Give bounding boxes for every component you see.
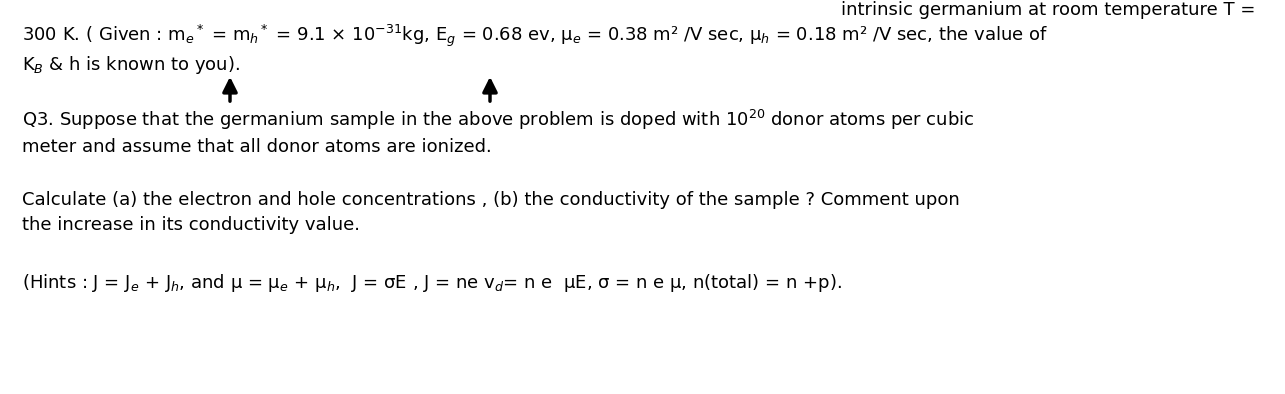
Text: Q3. Suppose that the germanium sample in the above problem is doped with 10$^{20: Q3. Suppose that the germanium sample in… [22, 108, 974, 132]
Text: K$_B$ & h is known to you).: K$_B$ & h is known to you). [22, 54, 240, 76]
Text: the increase in its conductivity value.: the increase in its conductivity value. [22, 216, 360, 234]
Text: meter and assume that all donor atoms are ionized.: meter and assume that all donor atoms ar… [22, 138, 492, 156]
Text: intrinsic germanium at room temperature T =: intrinsic germanium at room temperature … [840, 1, 1255, 19]
Text: (Hints : J = J$_e$ + J$_{h}$, and μ = μ$_e$ + μ$_{h}$,  J = σE , J = ne v$_d$= n: (Hints : J = J$_e$ + J$_{h}$, and μ = μ$… [22, 272, 842, 294]
Text: Calculate (a) the electron and hole concentrations , (b) the conductivity of the: Calculate (a) the electron and hole conc… [22, 191, 960, 209]
Text: 300 K. ( Given : m$_e$$^*$ = m$_h$$^*$ = 9.1 × 10$^{-31}$kg, E$_g$ = 0.68 ev, μ$: 300 K. ( Given : m$_e$$^*$ = m$_h$$^*$ =… [22, 23, 1049, 49]
